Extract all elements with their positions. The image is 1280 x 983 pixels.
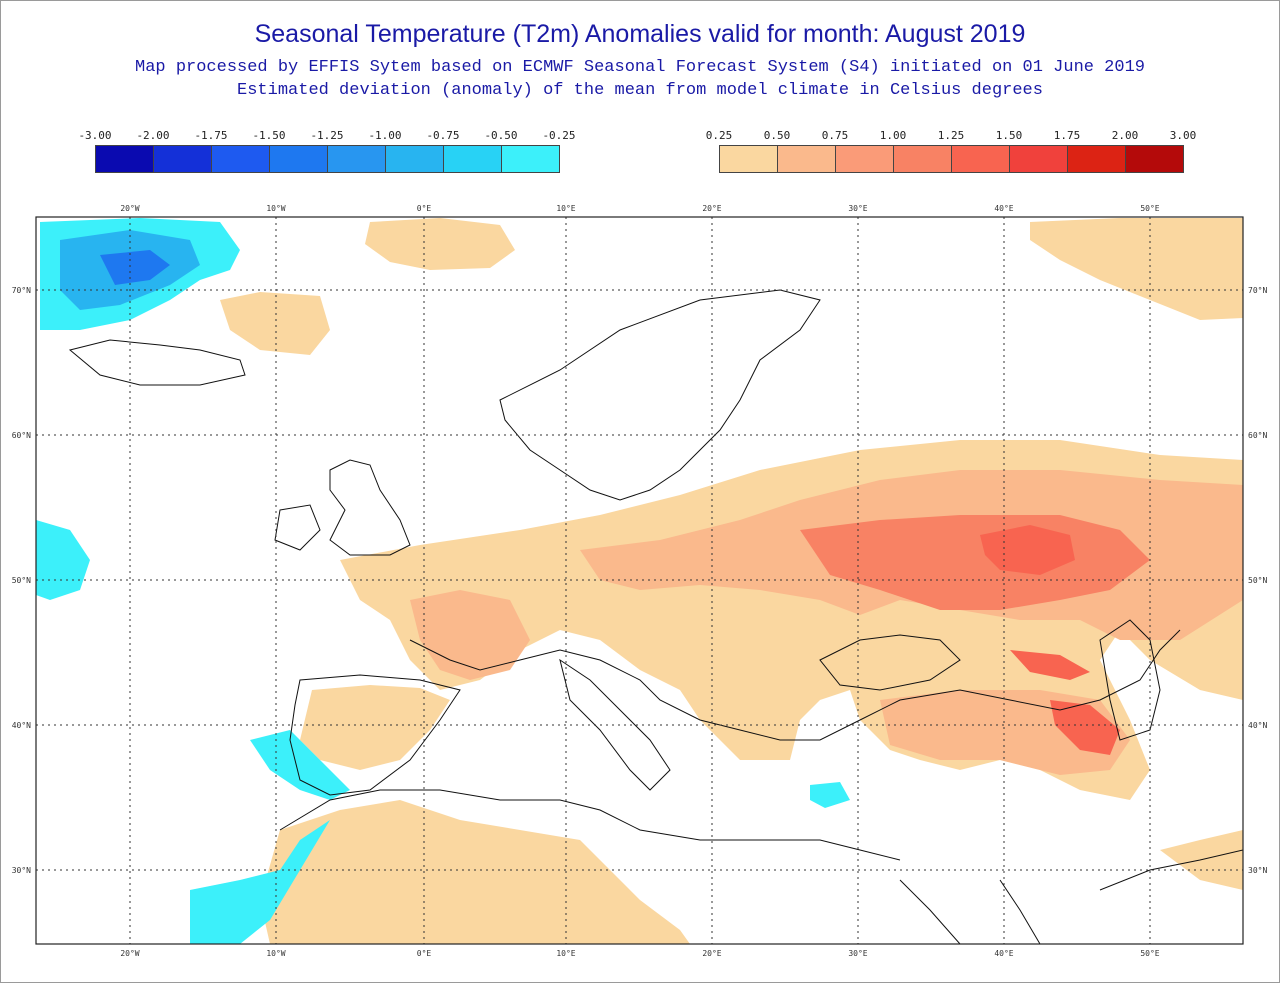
longitude-label-bottom: 30°E <box>848 949 867 958</box>
legend-positive-swatch <box>777 145 836 173</box>
coast-caspian <box>1099 619 1161 741</box>
anomaly-area-iberia <box>300 685 450 770</box>
legend-positive-swatch <box>1125 145 1184 173</box>
legend-negative-swatch <box>327 145 386 173</box>
legend-positive-label: 0.25 <box>705 129 733 142</box>
longitude-label-top: 40°E <box>994 204 1013 213</box>
legend-negative-label: -2.00 <box>136 129 170 142</box>
coast-black-sea <box>819 634 961 691</box>
legend-negative-swatch <box>269 145 328 173</box>
latitude-label-left: 30°N <box>12 866 31 875</box>
longitude-label-bottom: 10°E <box>556 949 575 958</box>
longitude-label-bottom: 20°E <box>702 949 721 958</box>
longitude-label-bottom: 0°E <box>417 949 432 958</box>
longitude-label-top: 50°E <box>1140 204 1159 213</box>
coast-britain <box>329 459 411 556</box>
latitude-label-left: 70°N <box>12 286 31 295</box>
legend-positive-swatch <box>719 145 778 173</box>
legend-negative-label: -1.50 <box>252 129 286 142</box>
coast-africa-north <box>279 789 901 861</box>
longitude-label-top: 0°E <box>417 204 432 213</box>
page-title: Seasonal Temperature (T2m) Anomalies val… <box>254 20 1026 48</box>
coast-arabia <box>1099 849 1243 891</box>
coast-italy <box>559 658 671 791</box>
longitude-label-bottom: 50°E <box>1140 949 1159 958</box>
coast-europe-south <box>409 629 1181 741</box>
anomaly-area-north-africa <box>260 800 690 944</box>
latitude-label-right: 40°N <box>1248 721 1267 730</box>
longitude-label-bottom: 40°E <box>994 949 1013 958</box>
legend-positive-label: 1.25 <box>937 129 965 142</box>
legend-positive-label: 0.50 <box>763 129 791 142</box>
legend-positive-label: 1.00 <box>879 129 907 142</box>
legend-positive-swatch <box>1067 145 1126 173</box>
coast-red-sea <box>899 879 1041 944</box>
map-border <box>35 216 1244 945</box>
anomaly-area-france-050 <box>410 590 530 680</box>
legend-negative-label: -1.25 <box>310 129 344 142</box>
longitude-label-top: 10°E <box>556 204 575 213</box>
subtitle-processing: Map processed by EFFIS Sytem based on EC… <box>135 58 1145 77</box>
anomaly-area-iran-125 <box>1050 700 1120 755</box>
anomaly-area-russia-125 <box>980 525 1075 575</box>
cold-area-crete <box>810 782 850 808</box>
legend-positive-label: 1.75 <box>1053 129 1081 142</box>
axis-tick-labels: 20°W 20°W 10°W 10°W 0°E 0°E 10°E 10°E 20°E 20°E 30… <box>12 204 1268 958</box>
latitude-label-left: 40°N <box>12 721 31 730</box>
legend-positive-swatch <box>835 145 894 173</box>
longitude-label-top: 20°E <box>702 204 721 213</box>
legend-positive-label: 1.50 <box>995 129 1023 142</box>
cold-area-greenland-050 <box>100 250 170 285</box>
longitude-label-top: 10°W <box>266 204 285 213</box>
legend-negative-label: -1.75 <box>194 129 228 142</box>
cold-area-canary <box>190 820 330 944</box>
coastlines <box>68 289 1243 944</box>
latitude-label-right: 50°N <box>1248 576 1267 585</box>
cold-area-atlantic-west <box>36 520 90 600</box>
legend-negative-label: -1.00 <box>368 129 402 142</box>
legend-positive-swatch <box>951 145 1010 173</box>
coast-iceland <box>68 339 246 386</box>
anomaly-area-caucasus-125 <box>1010 650 1090 680</box>
legend-negative-label: -0.75 <box>426 129 460 142</box>
latitude-label-right: 30°N <box>1248 866 1267 875</box>
anomaly-area-north-atlantic <box>220 292 330 355</box>
longitude-label-bottom: 20°W <box>120 949 139 958</box>
legend-positive-label: 2.00 <box>1111 129 1139 142</box>
legend-negative-swatch <box>385 145 444 173</box>
legend-negative-label: -3.00 <box>78 129 112 142</box>
latitude-label-right: 70°N <box>1248 286 1267 295</box>
latitude-label-right: 60°N <box>1248 431 1267 440</box>
legend-negative-swatch <box>501 145 560 173</box>
coast-ireland <box>274 504 321 551</box>
graticule <box>36 217 1243 944</box>
legend-positive-label: 0.75 <box>821 129 849 142</box>
subtitle-description: Estimated deviation (anomaly) of the mea… <box>237 81 1043 100</box>
coast-scandinavia <box>499 289 821 501</box>
legend-negative-label: -0.25 <box>542 129 576 142</box>
legend-positive-label: 3.00 <box>1169 129 1197 142</box>
legend-positive-swatch <box>1009 145 1068 173</box>
anomaly-area-svalbard-sea <box>365 218 515 270</box>
longitude-label-top: 20°W <box>120 204 139 213</box>
latitude-label-left: 60°N <box>12 431 31 440</box>
cold-area-gibraltar <box>250 730 350 800</box>
longitude-label-bottom: 10°W <box>266 949 285 958</box>
legend-negative-label: -0.50 <box>484 129 518 142</box>
coast-iberia <box>289 674 461 796</box>
anomaly-fields <box>36 218 1243 944</box>
longitude-label-top: 30°E <box>848 204 867 213</box>
anomaly-area-arctic-east <box>1030 218 1243 320</box>
latitude-label-left: 50°N <box>12 576 31 585</box>
